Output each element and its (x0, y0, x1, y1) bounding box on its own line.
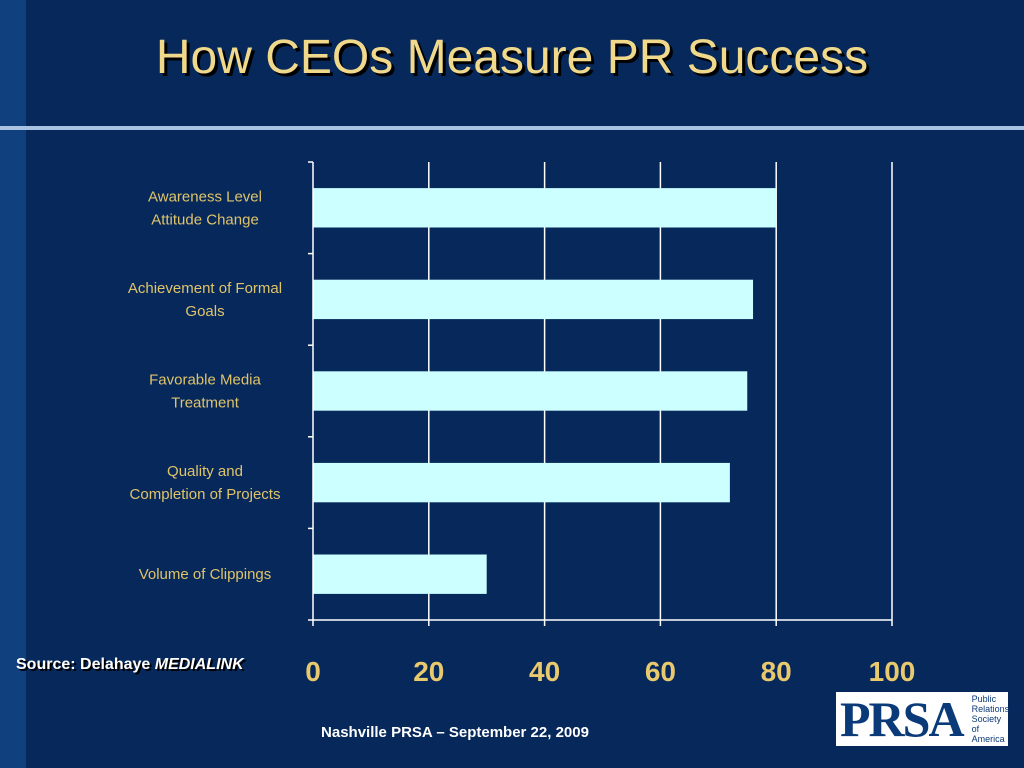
source-note: Source: Delahaye MEDIALINK (16, 656, 244, 674)
bar (313, 279, 754, 320)
category-label: Goals (185, 303, 224, 320)
x-tick-label: 0 (305, 656, 321, 687)
category-label: Quality and (167, 463, 243, 480)
logo-caption-line: Public (971, 694, 997, 704)
logo-caption-line: Relations (971, 704, 1010, 714)
x-tick-label: 40 (529, 656, 560, 687)
logo-caption-line: Society of (971, 714, 1002, 734)
x-tick-label: 20 (413, 656, 444, 687)
x-tick-label: 60 (645, 656, 676, 687)
x-tick-label: 100 (869, 656, 916, 687)
source-emphasis: MEDIALINK (154, 656, 244, 673)
x-tick-label: 80 (761, 656, 792, 687)
slide-title: How CEOs Measure PR Success (155, 31, 869, 84)
bar (313, 462, 730, 503)
category-label: Completion of Projects (130, 486, 281, 503)
bar (313, 188, 777, 228)
category-label: Attitude Change (151, 211, 259, 228)
logo-caption-line: America (971, 734, 1005, 744)
source-prefix: Source: Delahaye (16, 656, 155, 673)
category-label: Awareness Level (148, 188, 262, 205)
logo-caption: Public Relations Society of America (972, 694, 1010, 744)
category-label: Achievement of Formal (128, 280, 282, 297)
logo-mark: PRSA (840, 691, 965, 747)
bar (313, 554, 487, 594)
category-label: Favorable Media (149, 372, 261, 389)
bar (313, 371, 748, 411)
category-label: Volume of Clippings (139, 566, 272, 583)
prsa-logo: PRSA Public Relations Society of America (836, 691, 1010, 747)
title-divider (0, 126, 1024, 130)
footer-text: Nashville PRSA – September 22, 2009 (321, 724, 589, 741)
category-label: Treatment (171, 395, 240, 412)
